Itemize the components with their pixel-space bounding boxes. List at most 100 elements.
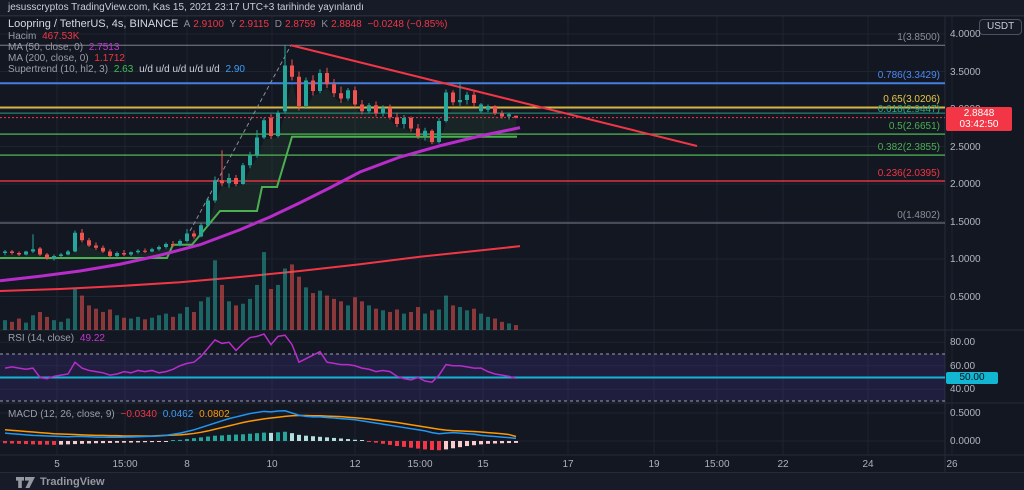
candle-body bbox=[45, 254, 49, 259]
candle-body bbox=[486, 106, 490, 110]
macd-histogram-bar bbox=[311, 436, 315, 441]
candle-body bbox=[290, 65, 294, 77]
descending-trendline[interactable] bbox=[290, 44, 698, 147]
candle-body bbox=[101, 247, 105, 252]
time-tick-label: 24 bbox=[862, 459, 874, 470]
open-label: A bbox=[183, 19, 191, 30]
low-label: D bbox=[274, 19, 283, 30]
low-value: 2.8759 bbox=[285, 19, 316, 30]
candle-body bbox=[500, 113, 504, 117]
volume-bar bbox=[185, 307, 189, 330]
macd-histogram-bar bbox=[437, 441, 441, 451]
macd-histogram-bar bbox=[227, 434, 231, 441]
open-value: 2.9100 bbox=[193, 19, 224, 30]
footer-bar: TradingView bbox=[0, 472, 1024, 490]
candle-body bbox=[283, 65, 287, 112]
symbol-legend[interactable]: Loopring / TetherUS, 4s, BINANCE A 2.9100… bbox=[8, 18, 451, 31]
volume-bar bbox=[493, 318, 497, 330]
volume-bar bbox=[402, 313, 406, 330]
macd-signal-line bbox=[4, 414, 517, 438]
tradingview-brand[interactable]: TradingView bbox=[40, 476, 105, 488]
symbol-title[interactable]: Loopring / TetherUS, 4s, BINANCE bbox=[8, 18, 179, 30]
tradingview-logo-icon[interactable] bbox=[16, 476, 35, 488]
macd-histogram-bar bbox=[171, 440, 175, 441]
rsi-legend[interactable]: RSI (14, close) 49.22 bbox=[8, 333, 108, 344]
candle-body bbox=[213, 180, 217, 201]
candle-body bbox=[122, 253, 126, 255]
supertrend-legend[interactable]: Supertrend (10, hl2, 3) 2.63 u/d u/d u/d… bbox=[8, 64, 248, 75]
macd-histogram-bar bbox=[381, 441, 385, 444]
currency-badge[interactable]: USDT bbox=[979, 19, 1023, 35]
volume-bar bbox=[59, 321, 63, 330]
volume-bar bbox=[269, 289, 273, 330]
candle-body bbox=[192, 233, 196, 237]
volume-bar bbox=[458, 307, 462, 330]
volume-bar bbox=[262, 252, 266, 330]
candle-body bbox=[59, 254, 63, 256]
price-tick-label: 2.0000 bbox=[950, 179, 981, 190]
fib-level-label: 0.382(2.3855) bbox=[877, 142, 940, 154]
publish-header: jesusscryptos TradingView.com, Kas 15, 2… bbox=[0, 0, 1024, 16]
macd-line-value: 0.0462 bbox=[162, 409, 194, 420]
macd-histogram-bar bbox=[157, 441, 161, 442]
macd-legend[interactable]: MACD (12, 26, close, 9) −0.0340 0.0462 0… bbox=[8, 409, 233, 420]
price-tick-label: 2.5000 bbox=[950, 141, 981, 153]
candle-body bbox=[339, 93, 343, 99]
macd-histogram-bar bbox=[388, 441, 392, 445]
volume-legend[interactable]: Hacim 467.53K bbox=[8, 31, 82, 42]
macd-label: MACD (12, 26, close, 9) bbox=[8, 409, 115, 420]
close-value: 2.8848 bbox=[331, 19, 362, 30]
rsi-label: RSI (14, close) bbox=[8, 333, 75, 344]
volume-bar bbox=[430, 310, 434, 330]
macd-histogram-bar bbox=[17, 441, 21, 444]
last-price-badge: 2.8848 03:42:50 bbox=[946, 107, 1012, 131]
volume-bar bbox=[444, 295, 448, 330]
macd-histogram-bar bbox=[185, 439, 189, 441]
volume-bar bbox=[38, 311, 42, 330]
time-tick-label: 12 bbox=[349, 459, 361, 470]
macd-histogram-bar bbox=[339, 438, 343, 441]
volume-bar bbox=[136, 316, 140, 330]
ma50-label: MA (50, close, 0) bbox=[8, 42, 84, 53]
macd-histogram-bar bbox=[500, 441, 504, 444]
candle-body bbox=[136, 250, 140, 253]
candle-body bbox=[24, 251, 28, 255]
candle-body bbox=[80, 232, 84, 241]
macd-histogram-bar bbox=[143, 441, 147, 443]
candle-body bbox=[255, 137, 259, 156]
candle-body bbox=[444, 92, 448, 121]
time-tick-label: 15:00 bbox=[112, 459, 138, 470]
candle-body bbox=[185, 233, 189, 241]
macd-histogram-bar bbox=[395, 441, 399, 447]
macd-histogram-bar bbox=[94, 441, 98, 444]
volume-bar bbox=[108, 309, 112, 330]
macd-histogram-bar bbox=[409, 441, 413, 448]
volume-bar bbox=[367, 305, 371, 330]
time-tick-label: 10 bbox=[266, 459, 278, 470]
volume-bar bbox=[17, 318, 21, 330]
fib-level-label: 0.786(3.3429) bbox=[877, 70, 940, 82]
dashed-trendline[interactable] bbox=[189, 45, 292, 232]
ma50-legend[interactable]: MA (50, close, 0) 2.7513 bbox=[8, 42, 122, 53]
volume-bar bbox=[248, 298, 252, 330]
volume-value: 467.53K bbox=[42, 31, 80, 42]
candle-body bbox=[360, 104, 364, 112]
macd-histogram-bar bbox=[486, 441, 490, 444]
macd-histogram-bar bbox=[3, 441, 7, 444]
macd-histogram-bar bbox=[241, 434, 245, 441]
candle-body bbox=[150, 249, 154, 252]
candle-body bbox=[227, 178, 231, 184]
volume-bar bbox=[199, 301, 203, 330]
volume-bar bbox=[10, 321, 14, 330]
macd-histogram-bar bbox=[269, 432, 273, 441]
candle-body bbox=[164, 244, 168, 247]
ma200-legend[interactable]: MA (200, close, 0) 1.1712 bbox=[8, 53, 128, 64]
candle-body bbox=[353, 90, 357, 105]
macd-histogram-bar bbox=[255, 433, 259, 441]
macd-histogram-bar bbox=[248, 433, 252, 441]
candle-body bbox=[332, 84, 336, 94]
volume-bar bbox=[311, 293, 315, 330]
time-tick-label: 5 bbox=[54, 459, 60, 470]
rsi-value: 49.22 bbox=[79, 333, 105, 344]
